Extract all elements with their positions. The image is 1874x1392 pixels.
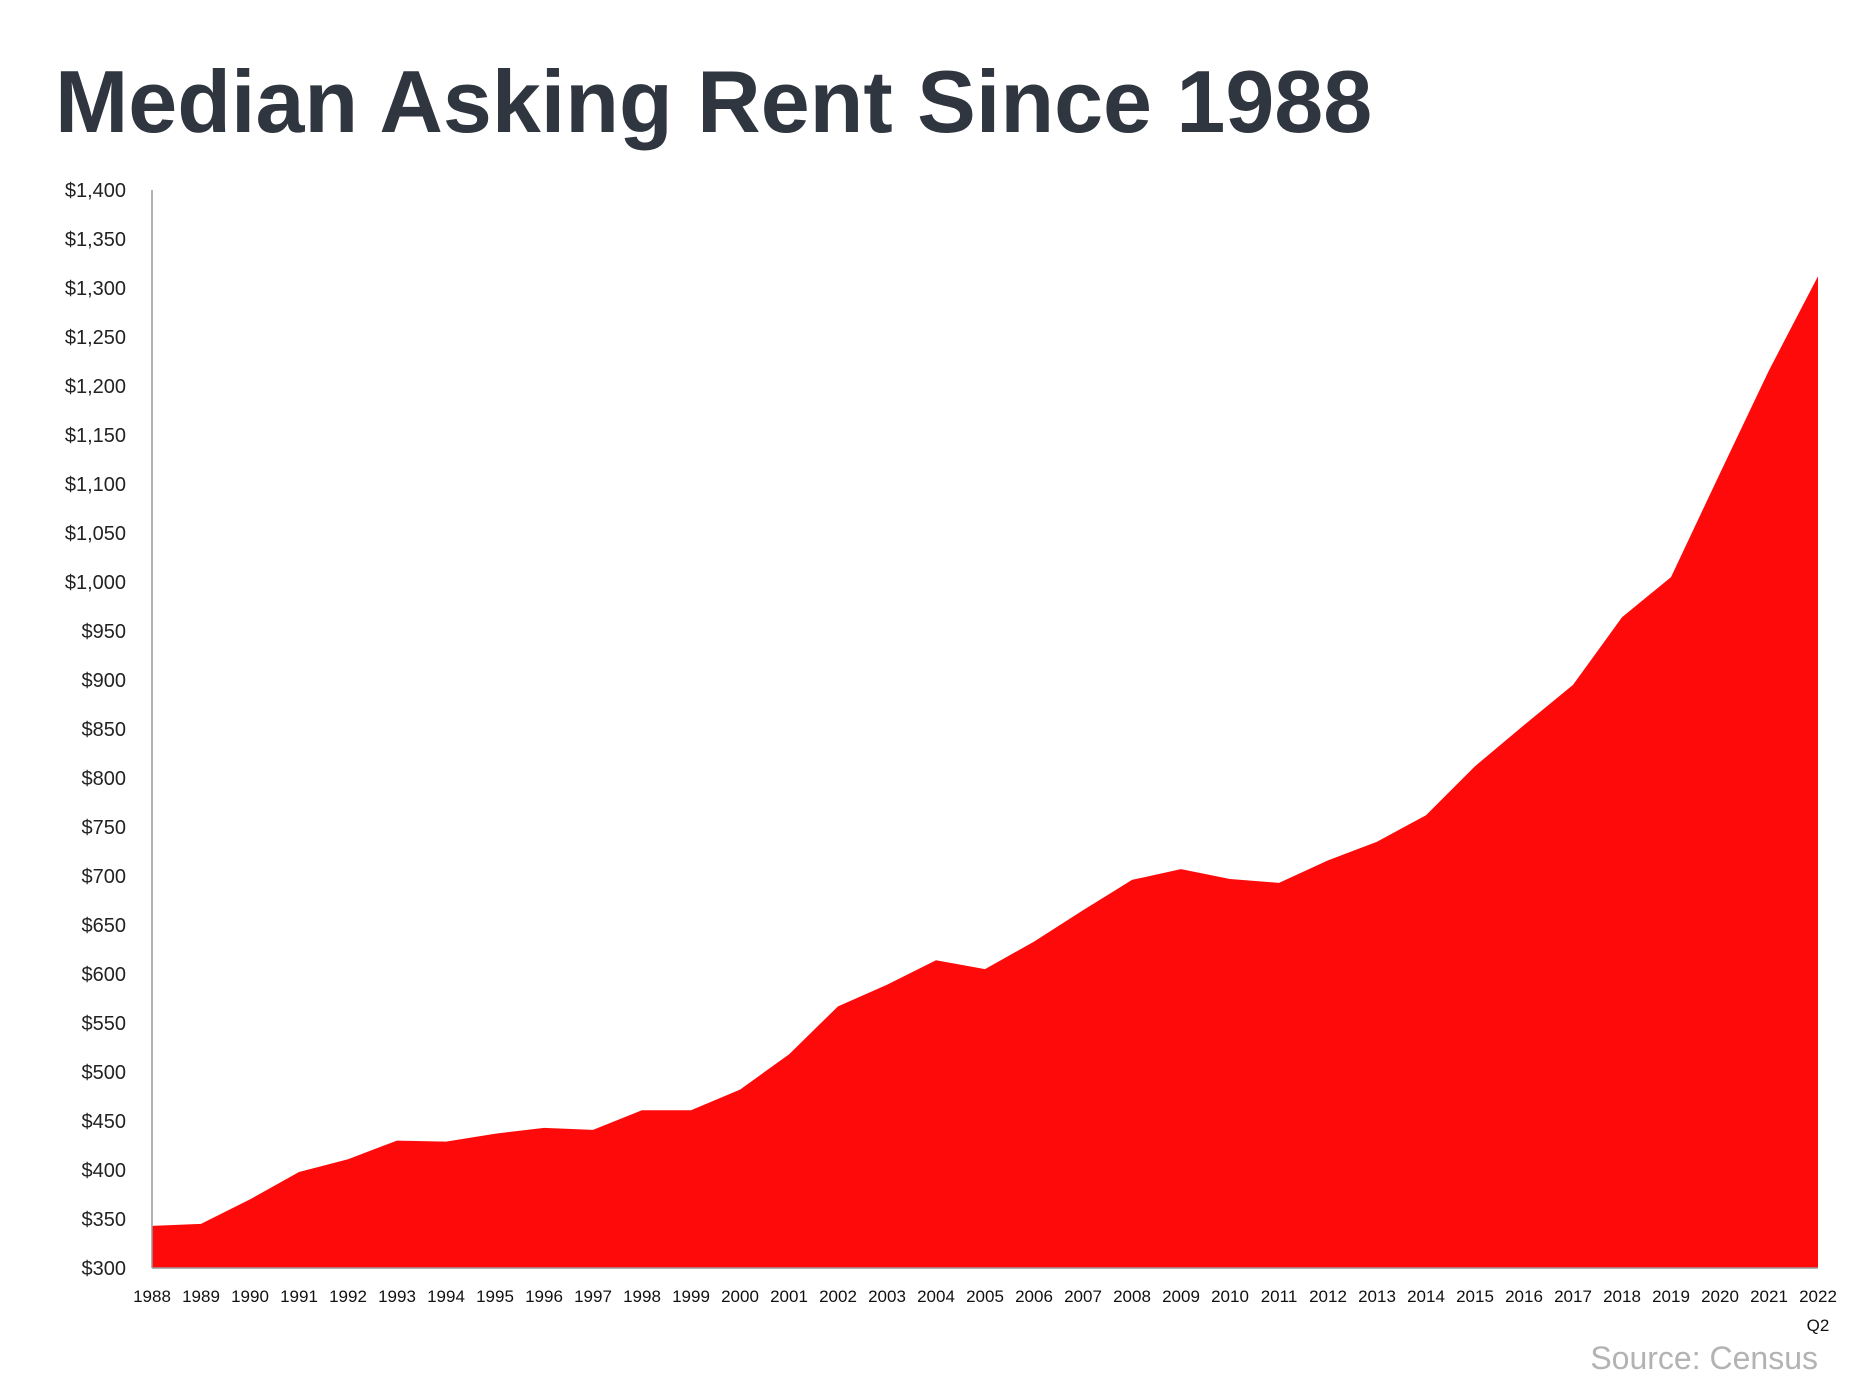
x-tick-label: 1991 xyxy=(280,1287,318,1306)
x-tick-label: 2008 xyxy=(1113,1287,1151,1306)
y-tick-label: $1,350 xyxy=(65,229,126,251)
x-tick-label: 1988 xyxy=(133,1287,171,1306)
x-tick-label: 1990 xyxy=(231,1287,269,1306)
x-tick-label: 2017 xyxy=(1554,1287,1592,1306)
rent-area xyxy=(152,276,1818,1268)
y-tick-label: $1,250 xyxy=(65,327,126,349)
y-tick-label: $400 xyxy=(82,1160,127,1182)
x-tick-label: 2011 xyxy=(1261,1287,1298,1306)
y-tick-label: $1,050 xyxy=(65,523,126,545)
chart-title: Median Asking Rent Since 1988 xyxy=(55,52,1373,151)
y-tick-label: $750 xyxy=(82,817,127,839)
y-tick-label: $700 xyxy=(82,866,127,888)
y-tick-label: $650 xyxy=(82,915,127,937)
y-tick-label: $550 xyxy=(82,1013,127,1035)
x-tick-label: 2012 xyxy=(1309,1287,1347,1306)
x-tick-label: 2004 xyxy=(917,1287,955,1306)
x-tick-label: 1996 xyxy=(525,1287,563,1306)
x-tick-label: 2015 xyxy=(1456,1287,1494,1306)
y-axis-tick-labels: $300 $350 $400 $450 $500 $550 $600 $650 $700 $750… xyxy=(65,180,126,1280)
y-tick-label: $900 xyxy=(82,670,127,692)
x-axis-tick-labels: 1988 1989 1990 1991 1992 1993 1994 1995 1996 1997… xyxy=(133,1287,1837,1335)
x-tick-sublabel: Q2 xyxy=(1807,1316,1830,1335)
y-tick-label: $1,400 xyxy=(65,180,126,202)
y-tick-label: $1,300 xyxy=(65,278,126,300)
x-tick-label: 1995 xyxy=(476,1287,514,1306)
y-tick-label: $350 xyxy=(82,1209,127,1231)
x-tick-label: 2000 xyxy=(721,1287,759,1306)
x-tick-label: 2013 xyxy=(1358,1287,1396,1306)
x-tick-label: 2009 xyxy=(1162,1287,1200,1306)
x-tick-label: 2001 xyxy=(770,1287,808,1306)
y-tick-label: $1,000 xyxy=(65,572,126,594)
y-tick-label: $1,100 xyxy=(65,474,126,496)
y-tick-label: $950 xyxy=(82,621,127,643)
x-tick-label: 2006 xyxy=(1015,1287,1053,1306)
y-tick-label: $600 xyxy=(82,964,127,986)
x-tick-label: 1989 xyxy=(182,1287,220,1306)
x-tick-label: 2020 xyxy=(1701,1287,1739,1306)
y-tick-label: $850 xyxy=(82,719,127,741)
x-tick-label: 2018 xyxy=(1603,1287,1641,1306)
x-tick-label: 2010 xyxy=(1211,1287,1249,1306)
x-tick-label: 2002 xyxy=(819,1287,857,1306)
x-tick-label: 2014 xyxy=(1407,1287,1445,1306)
x-tick-label: 2019 xyxy=(1652,1287,1690,1306)
axis-layer xyxy=(151,190,1818,1269)
x-tick-label: 2005 xyxy=(966,1287,1004,1306)
y-tick-label: $1,150 xyxy=(65,425,126,447)
x-tick-label: 1993 xyxy=(378,1287,416,1306)
y-tick-label: $300 xyxy=(82,1258,127,1280)
x-tick-label: 2003 xyxy=(868,1287,906,1306)
x-tick-label: 1992 xyxy=(329,1287,367,1306)
area-layer xyxy=(152,276,1818,1268)
y-tick-label: $450 xyxy=(82,1111,127,1133)
x-tick-label: 2021 xyxy=(1750,1287,1788,1306)
x-tick-label: 2022 xyxy=(1799,1287,1837,1306)
x-tick-label: 1997 xyxy=(574,1287,612,1306)
y-tick-label: $1,200 xyxy=(65,376,126,398)
x-tick-label: 1994 xyxy=(427,1287,465,1306)
x-tick-label: 1998 xyxy=(623,1287,661,1306)
source-note: Source: Census xyxy=(1590,1340,1818,1376)
x-tick-label: 2007 xyxy=(1064,1287,1102,1306)
y-tick-label: $800 xyxy=(82,768,127,790)
x-tick-label: 2016 xyxy=(1505,1287,1543,1306)
x-tick-label: 1999 xyxy=(672,1287,710,1306)
y-tick-label: $500 xyxy=(82,1062,127,1084)
